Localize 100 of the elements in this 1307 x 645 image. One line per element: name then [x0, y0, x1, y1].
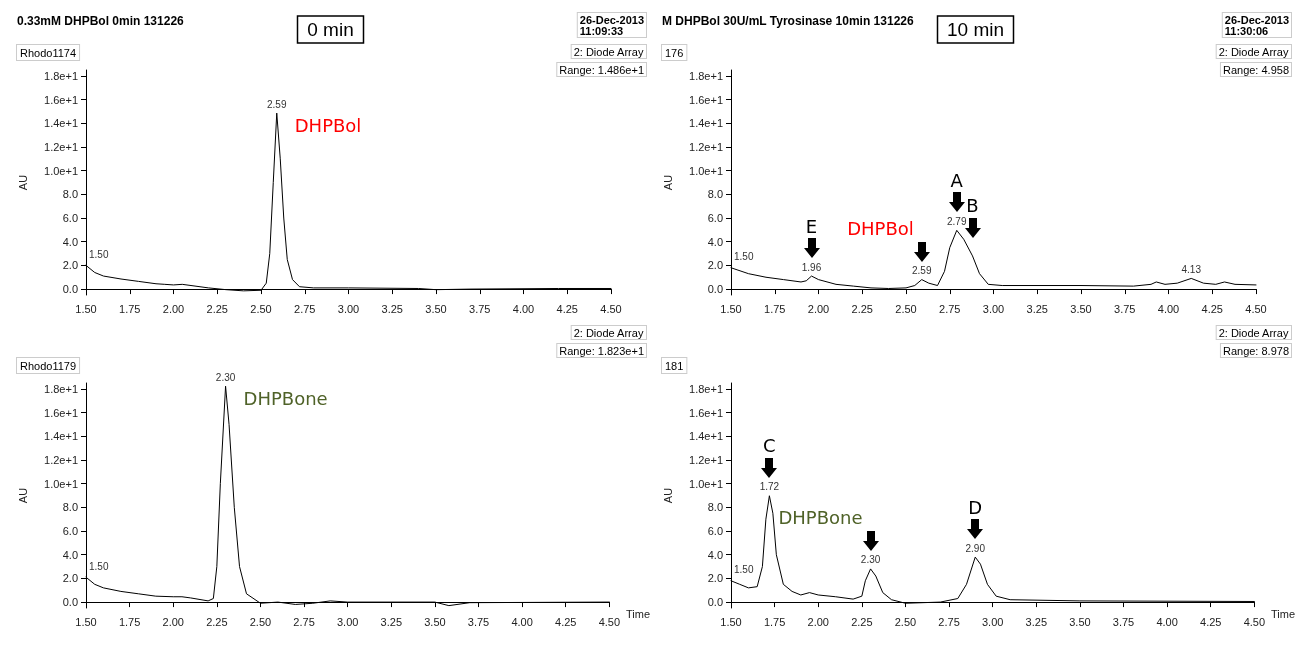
text: 2: Diode Array	[1218, 45, 1289, 58]
x-tick-label: 3.50	[1069, 615, 1091, 628]
annotation: D	[968, 496, 983, 518]
y-tick-label: 6.0	[707, 525, 723, 538]
y-axis-title: AU	[16, 487, 29, 504]
y-tick-label: 1.8e+1	[44, 69, 78, 82]
y-tick-label: 1.4e+1	[689, 117, 723, 130]
x-tick-label: 4.50	[1245, 302, 1267, 315]
annotation: Range: 1.486e+1	[559, 63, 645, 76]
x-tick-label: 1.50	[720, 302, 742, 315]
x-tick-label: 3.50	[1070, 302, 1092, 315]
x-tick-label: 3.25	[381, 302, 403, 315]
x-tick-label: 2.00	[162, 302, 185, 315]
y-tick-label: 1.4e+1	[44, 117, 78, 130]
y-tick-label: 6.0	[62, 212, 78, 225]
x-tick-label: 3.25	[1026, 302, 1048, 315]
y-tick-label: 8.0	[62, 188, 78, 201]
y-tick-label: 4.0	[707, 548, 723, 561]
x-tick-label: 2.00	[807, 302, 830, 315]
text: 26-Dec-2013 11:30:06	[1224, 13, 1290, 37]
text: Rhodo1174	[20, 46, 77, 59]
x-tick-label: 3.50	[425, 302, 447, 315]
annotation: B	[966, 195, 979, 217]
x-tick-label: 1.75	[119, 302, 141, 315]
annotation: 2.59	[267, 98, 287, 110]
y-tick-label: 1.2e+1	[689, 453, 723, 466]
x-tick-label: 4.50	[1243, 615, 1266, 628]
x-tick-label: 3.00	[336, 615, 359, 628]
annotation: 4.13	[1181, 263, 1202, 275]
x-tick-label: 1.50	[75, 615, 97, 628]
y-tick-label: 0.0	[62, 283, 78, 296]
annotation: 2.79	[947, 215, 967, 227]
y-tick-label: 1.6e+1	[689, 406, 723, 419]
text: Range: 1.823e+1	[559, 344, 645, 357]
x-tick-label: 2.50	[250, 302, 272, 315]
y-tick-label: 2.0	[707, 572, 723, 585]
y-tick-label: 4.0	[62, 235, 78, 248]
x-tick-label: 2.75	[293, 615, 315, 628]
text: 2: Diode Array	[1218, 326, 1289, 339]
annotation: 2.90	[965, 542, 986, 554]
annotation: DHPBone	[778, 507, 863, 529]
y-tick-label: 4.0	[62, 548, 78, 561]
x-tick-label: 3.00	[981, 615, 1004, 628]
x-tick-label: 1.75	[764, 302, 786, 315]
text: 2: Diode Array	[573, 45, 644, 58]
annotation: DHPBol	[294, 114, 362, 136]
x-tick-label: 4.00	[1156, 615, 1178, 628]
x-tick-label: 4.25	[1201, 302, 1223, 315]
y-tick-label: 6.0	[62, 525, 78, 538]
x-tick-label: 3.75	[1112, 615, 1135, 628]
y-tick-label: 1.0e+1	[44, 164, 78, 177]
x-tick-label: 4.00	[511, 615, 533, 628]
annotation: 2.30	[860, 554, 881, 566]
y-axis-title: AU	[661, 174, 674, 191]
y-tick-label: 1.2e+1	[44, 140, 78, 153]
text: Rhodo1179	[20, 359, 77, 372]
text: 26-Dec-2013 11:09:33	[579, 13, 645, 37]
x-tick-label: 4.00	[512, 302, 535, 315]
x-tick-label: 4.00	[1157, 302, 1180, 315]
annotation: 1.50	[89, 248, 109, 260]
annotation: Range: 4.958	[1222, 63, 1290, 76]
x-tick-label: 3.00	[337, 302, 360, 315]
y-tick-label: 1.6e+1	[44, 406, 78, 419]
y-tick-label: 0.0	[707, 283, 723, 296]
x-tick-label: 2.75	[939, 302, 961, 315]
y-tick-label: 1.8e+1	[689, 382, 723, 395]
y-tick-label: 0.0	[707, 596, 723, 609]
text: Range: 8.978	[1222, 344, 1290, 357]
annotation: 1.50	[89, 560, 109, 572]
x-tick-label: 1.75	[118, 615, 141, 628]
x-tick-label: 3.00	[982, 302, 1005, 315]
chart-subtitle: 10 min	[946, 19, 1005, 40]
x-tick-label: 2.25	[851, 615, 873, 628]
y-tick-label: 2.0	[62, 572, 78, 585]
annotation: C	[763, 435, 776, 457]
y-tick-label: 1.2e+1	[689, 140, 723, 153]
x-tick-label: 4.25	[555, 615, 577, 628]
annotation: E	[805, 215, 818, 237]
x-tick-label: 2.25	[851, 302, 873, 315]
y-tick-label: 1.0e+1	[44, 477, 78, 490]
annotation: 2.30	[215, 371, 236, 383]
y-tick-label: 2.0	[62, 259, 78, 272]
chart-title: 0.33mM DHPBol 0min 131226	[17, 14, 185, 28]
annotation: 1.72	[759, 481, 780, 493]
x-tick-label: 2.50	[249, 615, 272, 628]
y-tick-label: 1.0e+1	[689, 164, 723, 177]
y-tick-label: 4.0	[707, 235, 723, 248]
y-tick-label: 8.0	[62, 501, 78, 514]
x-tick-label: 2.50	[894, 615, 917, 628]
text: 176	[665, 46, 684, 59]
chart-title: M DHPBol 30U/mL Tyrosinase 10min 131226	[662, 14, 914, 28]
x-axis-title: Time	[625, 607, 651, 620]
x-tick-label: 3.50	[424, 615, 446, 628]
x-tick-label: 2.25	[206, 302, 228, 315]
x-tick-label: 3.75	[467, 615, 490, 628]
y-tick-label: 6.0	[707, 212, 723, 225]
y-tick-label: 1.6e+1	[44, 93, 78, 106]
x-tick-label: 2.75	[938, 615, 960, 628]
y-tick-label: 1.4e+1	[44, 430, 78, 443]
x-tick-label: 2.00	[807, 615, 829, 628]
